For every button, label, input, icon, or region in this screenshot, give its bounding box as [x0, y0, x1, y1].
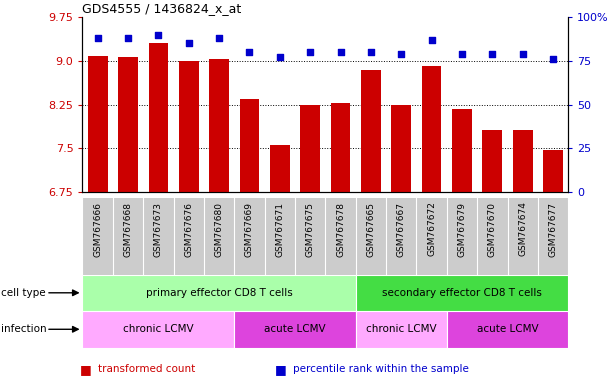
Text: GSM767672: GSM767672 [427, 202, 436, 257]
Bar [240, 99, 259, 192]
Text: GSM767677: GSM767677 [549, 202, 558, 257]
Bar [331, 103, 350, 192]
Text: GSM767673: GSM767673 [154, 202, 163, 257]
Bar [392, 104, 411, 192]
Text: primary effector CD8 T cells: primary effector CD8 T cells [146, 288, 293, 298]
Bar [483, 130, 502, 192]
Point [123, 35, 133, 41]
Text: cell type: cell type [1, 288, 46, 298]
Bar [234, 311, 356, 348]
Bar [447, 311, 568, 348]
Point [457, 51, 467, 57]
Point [306, 49, 315, 55]
Text: percentile rank within the sample: percentile rank within the sample [293, 364, 469, 374]
Point [93, 35, 103, 41]
Bar [356, 311, 447, 348]
Point [214, 35, 224, 41]
Text: GSM767679: GSM767679 [458, 202, 466, 257]
Point [397, 51, 406, 57]
Text: ■: ■ [79, 363, 91, 376]
Text: GSM767680: GSM767680 [214, 202, 224, 257]
Text: GSM767671: GSM767671 [276, 202, 284, 257]
Bar [88, 56, 108, 192]
Text: chronic LCMV: chronic LCMV [123, 324, 194, 334]
Point [153, 31, 163, 38]
Text: acute LCMV: acute LCMV [264, 324, 326, 334]
Text: GSM767678: GSM767678 [336, 202, 345, 257]
Text: acute LCMV: acute LCMV [477, 324, 538, 334]
Text: transformed count: transformed count [98, 364, 195, 374]
Point [548, 56, 558, 62]
Bar [452, 109, 472, 192]
Bar [270, 146, 290, 192]
Text: GSM767669: GSM767669 [245, 202, 254, 257]
Point [275, 55, 285, 61]
Point [488, 51, 497, 57]
Text: GSM767668: GSM767668 [123, 202, 133, 257]
Text: GSM767674: GSM767674 [518, 202, 527, 257]
Point [518, 51, 527, 57]
Bar [422, 66, 442, 192]
Text: infection: infection [1, 324, 47, 334]
Text: GSM767666: GSM767666 [93, 202, 102, 257]
Text: GSM767675: GSM767675 [306, 202, 315, 257]
Text: ■: ■ [275, 363, 287, 376]
Point [426, 37, 436, 43]
Text: GSM767676: GSM767676 [185, 202, 193, 257]
Point [335, 49, 345, 55]
Text: secondary effector CD8 T cells: secondary effector CD8 T cells [382, 288, 542, 298]
Text: GSM767665: GSM767665 [367, 202, 375, 257]
Bar [361, 70, 381, 192]
Bar [543, 150, 563, 192]
Bar [82, 275, 356, 311]
Bar [118, 58, 138, 192]
Bar [356, 275, 568, 311]
Text: GDS4555 / 1436824_x_at: GDS4555 / 1436824_x_at [82, 2, 242, 15]
Bar [148, 43, 168, 192]
Text: chronic LCMV: chronic LCMV [366, 324, 437, 334]
Bar [301, 104, 320, 192]
Text: GSM767670: GSM767670 [488, 202, 497, 257]
Point [184, 40, 194, 46]
Bar [513, 130, 533, 192]
Point [244, 49, 254, 55]
Text: GSM767667: GSM767667 [397, 202, 406, 257]
Bar [209, 59, 229, 192]
Point [366, 49, 376, 55]
Bar [82, 311, 234, 348]
Bar [179, 61, 199, 192]
